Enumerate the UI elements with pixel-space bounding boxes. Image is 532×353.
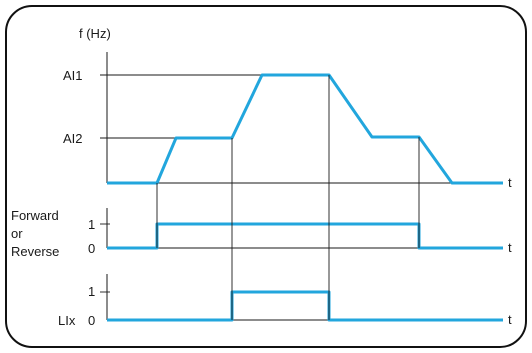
direction-low-label: 0: [88, 241, 95, 256]
lix-trace: [107, 290, 503, 322]
direction-label-line-1: Forward: [11, 208, 59, 223]
frequency-trace: [107, 73, 503, 185]
direction-panel: Forward or Reverse 1 0 t: [11, 208, 512, 259]
lix-signal-label: LIx: [58, 313, 76, 328]
direction-time-label: t: [508, 240, 512, 255]
diagram-frame: [5, 5, 527, 348]
direction-trace: [107, 222, 503, 250]
frequency-time-label: t: [508, 175, 512, 190]
frequency-panel: f (Hz) AI1 AI2 t: [63, 26, 512, 190]
lix-time-label: t: [508, 312, 512, 327]
frequency-axis-label: f (Hz): [79, 26, 111, 41]
direction-high-label: 1: [88, 217, 95, 232]
direction-label-line-2: or: [11, 226, 23, 241]
ai1-level-label: AI1: [63, 68, 83, 83]
direction-label-line-3: Reverse: [11, 244, 59, 259]
event-guides: [156, 75, 420, 320]
ai2-level-label: AI2: [63, 131, 83, 146]
lix-panel: 1 LIx 0 t: [58, 274, 512, 328]
lix-high-label: 1: [88, 284, 95, 299]
lix-low-label: 0: [88, 313, 95, 328]
